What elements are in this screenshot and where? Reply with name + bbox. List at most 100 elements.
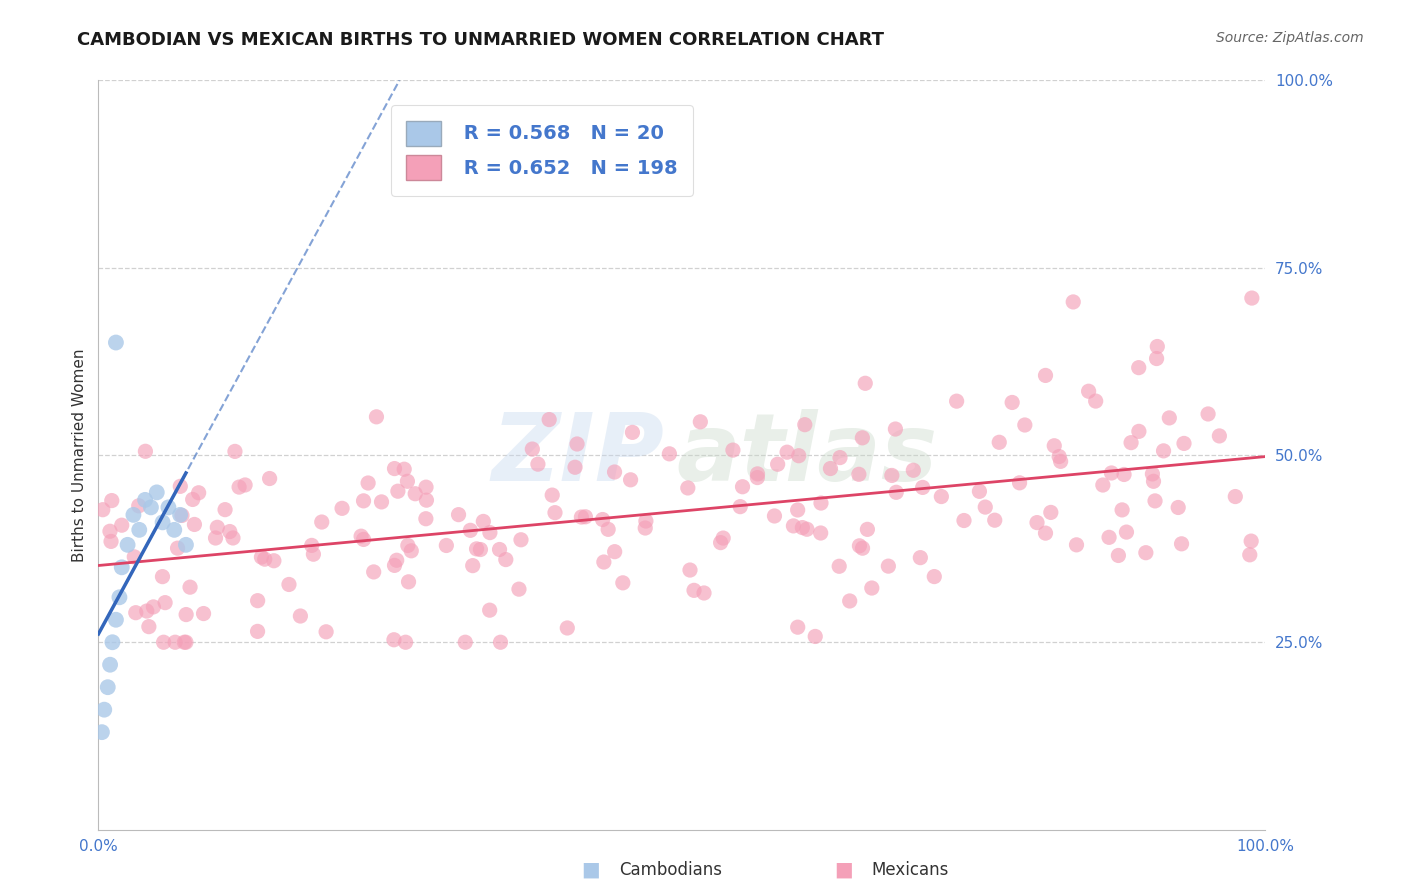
Point [541, 488, 564, 502]
Point [98, 524, 121, 539]
Point [574, 509, 596, 524]
Point [1077, 384, 1099, 399]
Point [1146, 351, 1168, 366]
Point [246, 593, 269, 607]
Point [763, 508, 786, 523]
Point [953, 514, 976, 528]
Point [366, 409, 388, 424]
Point [544, 506, 567, 520]
Point [134, 492, 156, 507]
Point [166, 541, 188, 556]
Point [93, 703, 115, 717]
Point [884, 485, 907, 500]
Legend:  R = 0.568   N = 20,  R = 0.652   N = 198: R = 0.568 N = 20, R = 0.652 N = 198 [391, 105, 693, 195]
Point [1119, 435, 1142, 450]
Point [495, 552, 517, 566]
Point [820, 461, 842, 475]
Text: ZIP: ZIP [492, 409, 665, 501]
Point [460, 524, 482, 538]
Point [128, 499, 150, 513]
Point [721, 443, 744, 458]
Point [454, 635, 477, 649]
Point [104, 613, 127, 627]
Point [228, 480, 250, 494]
Text: CAMBODIAN VS MEXICAN BIRTHS TO UNMARRIED WOMEN CORRELATION CHART: CAMBODIAN VS MEXICAN BIRTHS TO UNMARRIED… [77, 31, 884, 49]
Point [152, 516, 174, 530]
Point [163, 523, 186, 537]
Point [1240, 534, 1263, 549]
Point [398, 574, 420, 589]
Point [787, 449, 810, 463]
Point [1159, 410, 1181, 425]
Point [152, 635, 174, 649]
Point [1035, 526, 1057, 541]
Point [100, 534, 122, 549]
Point [619, 473, 641, 487]
Point [634, 521, 657, 535]
Point [174, 607, 197, 622]
Y-axis label: Births to Unmarried Women: Births to Unmarried Women [72, 348, 87, 562]
Point [1035, 368, 1057, 383]
Point [1135, 546, 1157, 560]
Text: ▪: ▪ [581, 855, 600, 884]
Point [353, 493, 375, 508]
Point [396, 539, 419, 553]
Point [111, 518, 134, 533]
Point [710, 535, 733, 549]
Point [134, 444, 156, 458]
Point [851, 431, 873, 445]
Point [263, 554, 285, 568]
Point [146, 485, 169, 500]
Point [401, 543, 423, 558]
Point [98, 657, 121, 672]
Point [353, 533, 375, 547]
Point [101, 493, 124, 508]
Point [174, 538, 197, 552]
Text: Mexicans: Mexicans [872, 861, 949, 879]
Point [315, 624, 337, 639]
Point [564, 460, 586, 475]
Point [1001, 395, 1024, 409]
Point [470, 542, 492, 557]
Point [447, 508, 470, 522]
Point [838, 594, 860, 608]
Point [1144, 494, 1167, 508]
Point [711, 531, 734, 545]
Point [1239, 548, 1261, 562]
Point [1062, 294, 1084, 309]
Point [860, 581, 883, 595]
Point [786, 503, 808, 517]
Point [193, 607, 215, 621]
Point [472, 515, 495, 529]
Point [218, 524, 240, 539]
Point [415, 480, 437, 494]
Point [689, 415, 711, 429]
Point [880, 468, 903, 483]
Point [124, 549, 146, 564]
Point [776, 445, 799, 459]
Point [392, 462, 415, 476]
Point [233, 478, 256, 492]
Point [157, 500, 180, 515]
Point [101, 635, 124, 649]
Point [792, 520, 814, 534]
Point [903, 463, 925, 477]
Point [848, 467, 870, 482]
Point [153, 596, 176, 610]
Point [522, 442, 544, 456]
Point [434, 539, 457, 553]
Point [766, 457, 789, 471]
Point [91, 502, 114, 516]
Point [1098, 530, 1121, 544]
Point [169, 479, 191, 493]
Point [173, 635, 195, 649]
Point [598, 522, 620, 536]
Point [988, 435, 1011, 450]
Point [1049, 454, 1071, 468]
Point [571, 510, 593, 524]
Point [204, 531, 226, 545]
Point [658, 447, 681, 461]
Point [187, 485, 209, 500]
Point [350, 529, 373, 543]
Point [125, 606, 148, 620]
